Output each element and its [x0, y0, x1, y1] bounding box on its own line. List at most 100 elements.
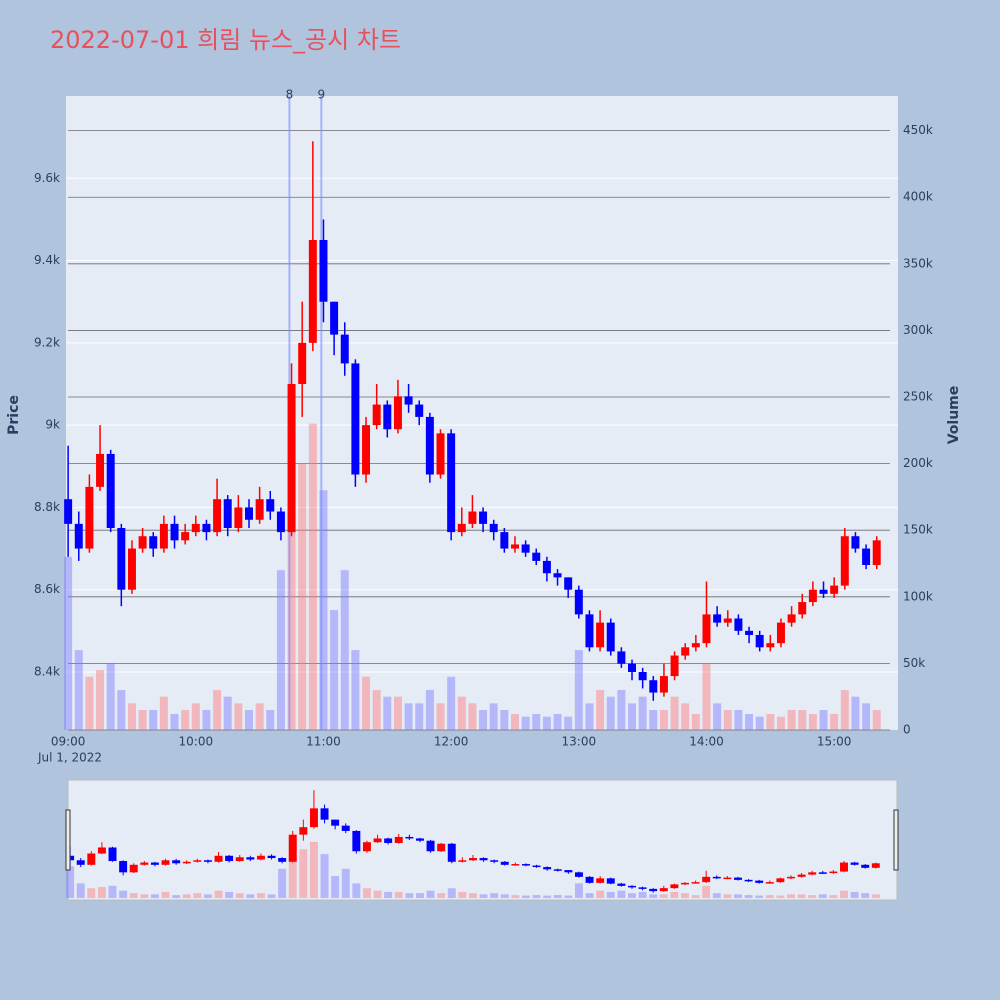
candle-body: [617, 651, 626, 664]
slider-candle-body: [437, 843, 446, 852]
slider-volume-bar: [140, 894, 149, 898]
slider-candle-body: [76, 860, 85, 865]
volume-bar: [830, 714, 839, 730]
slider-volume-bar: [309, 841, 318, 898]
volume-bar: [840, 690, 849, 730]
slider-candle-body: [479, 858, 488, 861]
slider-candle-body: [352, 830, 361, 852]
slider-candle-body: [214, 855, 223, 862]
slider-volume-bar: [479, 894, 488, 898]
candle-body: [532, 552, 541, 561]
x-tick-label: 10:00: [179, 735, 214, 749]
volume-bar: [425, 690, 434, 730]
volume-bar: [766, 714, 775, 730]
slider-volume-bar: [214, 890, 223, 898]
slider-candle-body: [681, 882, 689, 885]
volume-bar: [362, 676, 371, 730]
volume-bar: [596, 690, 605, 730]
volume-bar: [819, 710, 828, 730]
slider-volume-bar: [97, 887, 106, 898]
volume-bar: [330, 610, 339, 730]
volume-bar: [489, 703, 498, 730]
slider-candle-body: [818, 872, 827, 874]
candle-body: [787, 614, 796, 623]
slider-volume-bar: [490, 893, 499, 898]
volume-bar: [191, 703, 200, 730]
candle-body: [351, 363, 360, 475]
candle-body: [234, 507, 243, 528]
candle-body: [64, 499, 73, 524]
volume-bar: [447, 676, 456, 730]
slider-candle-body: [193, 860, 202, 862]
volume-bar: [117, 690, 126, 730]
slider-volume-bar: [532, 895, 541, 898]
volume-bar: [500, 710, 509, 730]
slider-volume-bar: [702, 885, 711, 898]
slider-candle-body: [596, 878, 605, 883]
candle-body: [340, 334, 349, 364]
candle-body: [245, 507, 253, 520]
slider-volume-bar: [256, 893, 265, 898]
volume-bar: [617, 690, 626, 730]
slider-candle-body: [362, 842, 371, 852]
x-tick-label: 12:00: [434, 735, 469, 749]
candle-body: [298, 342, 307, 384]
volume-bar: [457, 696, 466, 730]
candle-body: [308, 239, 317, 343]
candle-body: [330, 301, 339, 335]
slider-volume-bar: [182, 894, 191, 898]
slider-volume-bar: [373, 890, 382, 898]
slider-candle-body: [203, 860, 212, 862]
volume-bar: [628, 703, 637, 730]
slider-candle-body: [225, 855, 234, 862]
volume-bar: [202, 710, 211, 730]
candle-body: [415, 404, 424, 417]
volume-bar: [510, 714, 519, 730]
slider-volume-bar: [320, 854, 329, 898]
volume-bar: [383, 696, 392, 730]
chart-title: 2022-07-01 희림 뉴스_공시 차트: [50, 26, 401, 54]
candle-body: [106, 453, 115, 528]
slider-volume-bar: [119, 890, 128, 898]
slider-candle-body: [511, 864, 520, 866]
candle-body: [564, 577, 573, 590]
slider-volume-bar: [850, 891, 859, 898]
candle-body: [138, 536, 147, 549]
slider-volume-bar: [447, 888, 456, 898]
slider-volume-bar: [871, 894, 880, 898]
y-tick-label: 9.2k: [34, 335, 60, 349]
candle-body: [681, 647, 690, 656]
candle-body: [840, 536, 849, 586]
candle-body: [702, 614, 711, 644]
candle-body: [872, 540, 881, 566]
slider-candle-body: [553, 869, 562, 871]
slider-volume-bar: [331, 876, 340, 898]
candle-body: [404, 396, 413, 405]
volume-bar: [308, 423, 317, 730]
candle-body: [649, 680, 658, 693]
slider-candle-body: [585, 876, 594, 883]
volume-bar: [436, 703, 445, 730]
range-slider[interactable]: [67, 779, 898, 901]
candle-body: [713, 614, 722, 623]
slider-volume-bar: [670, 891, 679, 898]
slider-volume-bar: [235, 893, 244, 898]
slider-volume-bar: [87, 888, 96, 898]
candle-body: [319, 239, 328, 302]
slider-volume-bar: [203, 894, 212, 898]
candle-body: [287, 383, 296, 533]
range-handle[interactable]: [65, 809, 71, 871]
candle-body: [383, 404, 392, 430]
range-handle[interactable]: [893, 809, 899, 871]
volume-bar: [755, 716, 764, 730]
slider-candle-body: [574, 872, 583, 877]
candle-body: [159, 523, 168, 549]
slider-candle-body: [670, 884, 679, 889]
slider-volume-bar: [755, 895, 764, 898]
candle-body: [500, 532, 509, 549]
candle-body: [830, 585, 839, 594]
slider-candle-body: [172, 860, 181, 864]
slider-candle-body: [638, 887, 647, 889]
slider-candle-body: [447, 843, 456, 862]
candle-body: [149, 536, 158, 549]
